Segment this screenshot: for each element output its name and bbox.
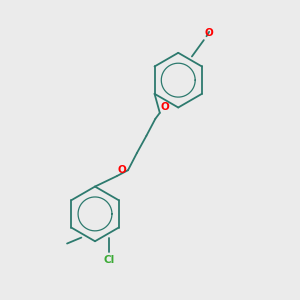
Text: O: O [205,28,213,38]
Text: Cl: Cl [103,255,114,266]
Text: O: O [117,165,126,175]
Text: O: O [160,102,169,112]
